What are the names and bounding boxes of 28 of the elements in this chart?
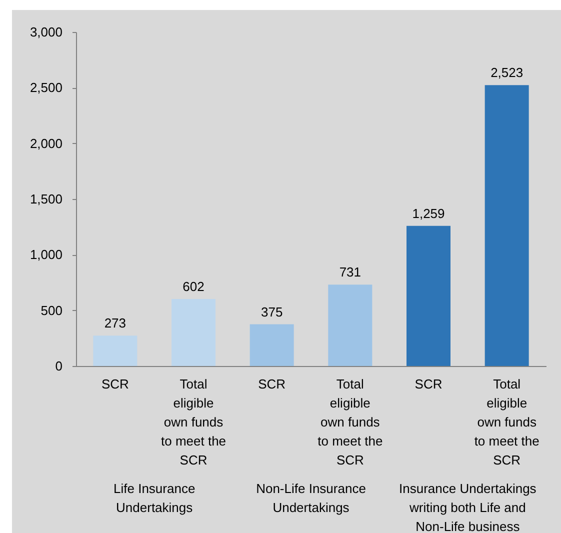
y-tick-label: 2,500 bbox=[30, 80, 62, 96]
y-tick-label: 1,500 bbox=[30, 192, 62, 206]
bar bbox=[250, 324, 294, 366]
data-label: 2,523 bbox=[490, 65, 524, 80]
data-label: 375 bbox=[260, 304, 283, 320]
text: Life Insurance Undertakings bbox=[113, 481, 196, 515]
bar bbox=[406, 226, 450, 366]
x-tick-label: Total eligible own funds to meet the SCR bbox=[318, 376, 383, 468]
y-tick-label: 2,000 bbox=[30, 136, 62, 151]
data-label: 602 bbox=[182, 278, 204, 294]
bar bbox=[328, 284, 372, 366]
data-label: 731 bbox=[339, 264, 362, 280]
x-tick-label: SCR bbox=[101, 376, 129, 392]
text: Non-Life Insurance Undertakings bbox=[256, 481, 366, 515]
y-tick-label: 500 bbox=[40, 302, 62, 318]
text: Insurance Undertakings writing both Life and Non-Life business bbox=[399, 481, 537, 533]
bar bbox=[172, 298, 216, 366]
y-tick-label: 1,000 bbox=[30, 247, 62, 262]
x-tick-label: Total eligible own funds to meet the SCR bbox=[160, 376, 226, 468]
bar bbox=[93, 336, 138, 366]
y-tick-label: 3,000 bbox=[30, 24, 62, 40]
x-tick-label: Total eligible own funds to meet the SCR bbox=[474, 376, 540, 468]
bar bbox=[484, 85, 529, 366]
x-tick-label: SCR bbox=[258, 376, 286, 392]
data-label: 1,259 bbox=[412, 206, 445, 221]
data-label: 273 bbox=[104, 316, 126, 331]
y-tick-label: 0 bbox=[55, 358, 62, 374]
x-tick-label: SCR bbox=[414, 376, 442, 392]
